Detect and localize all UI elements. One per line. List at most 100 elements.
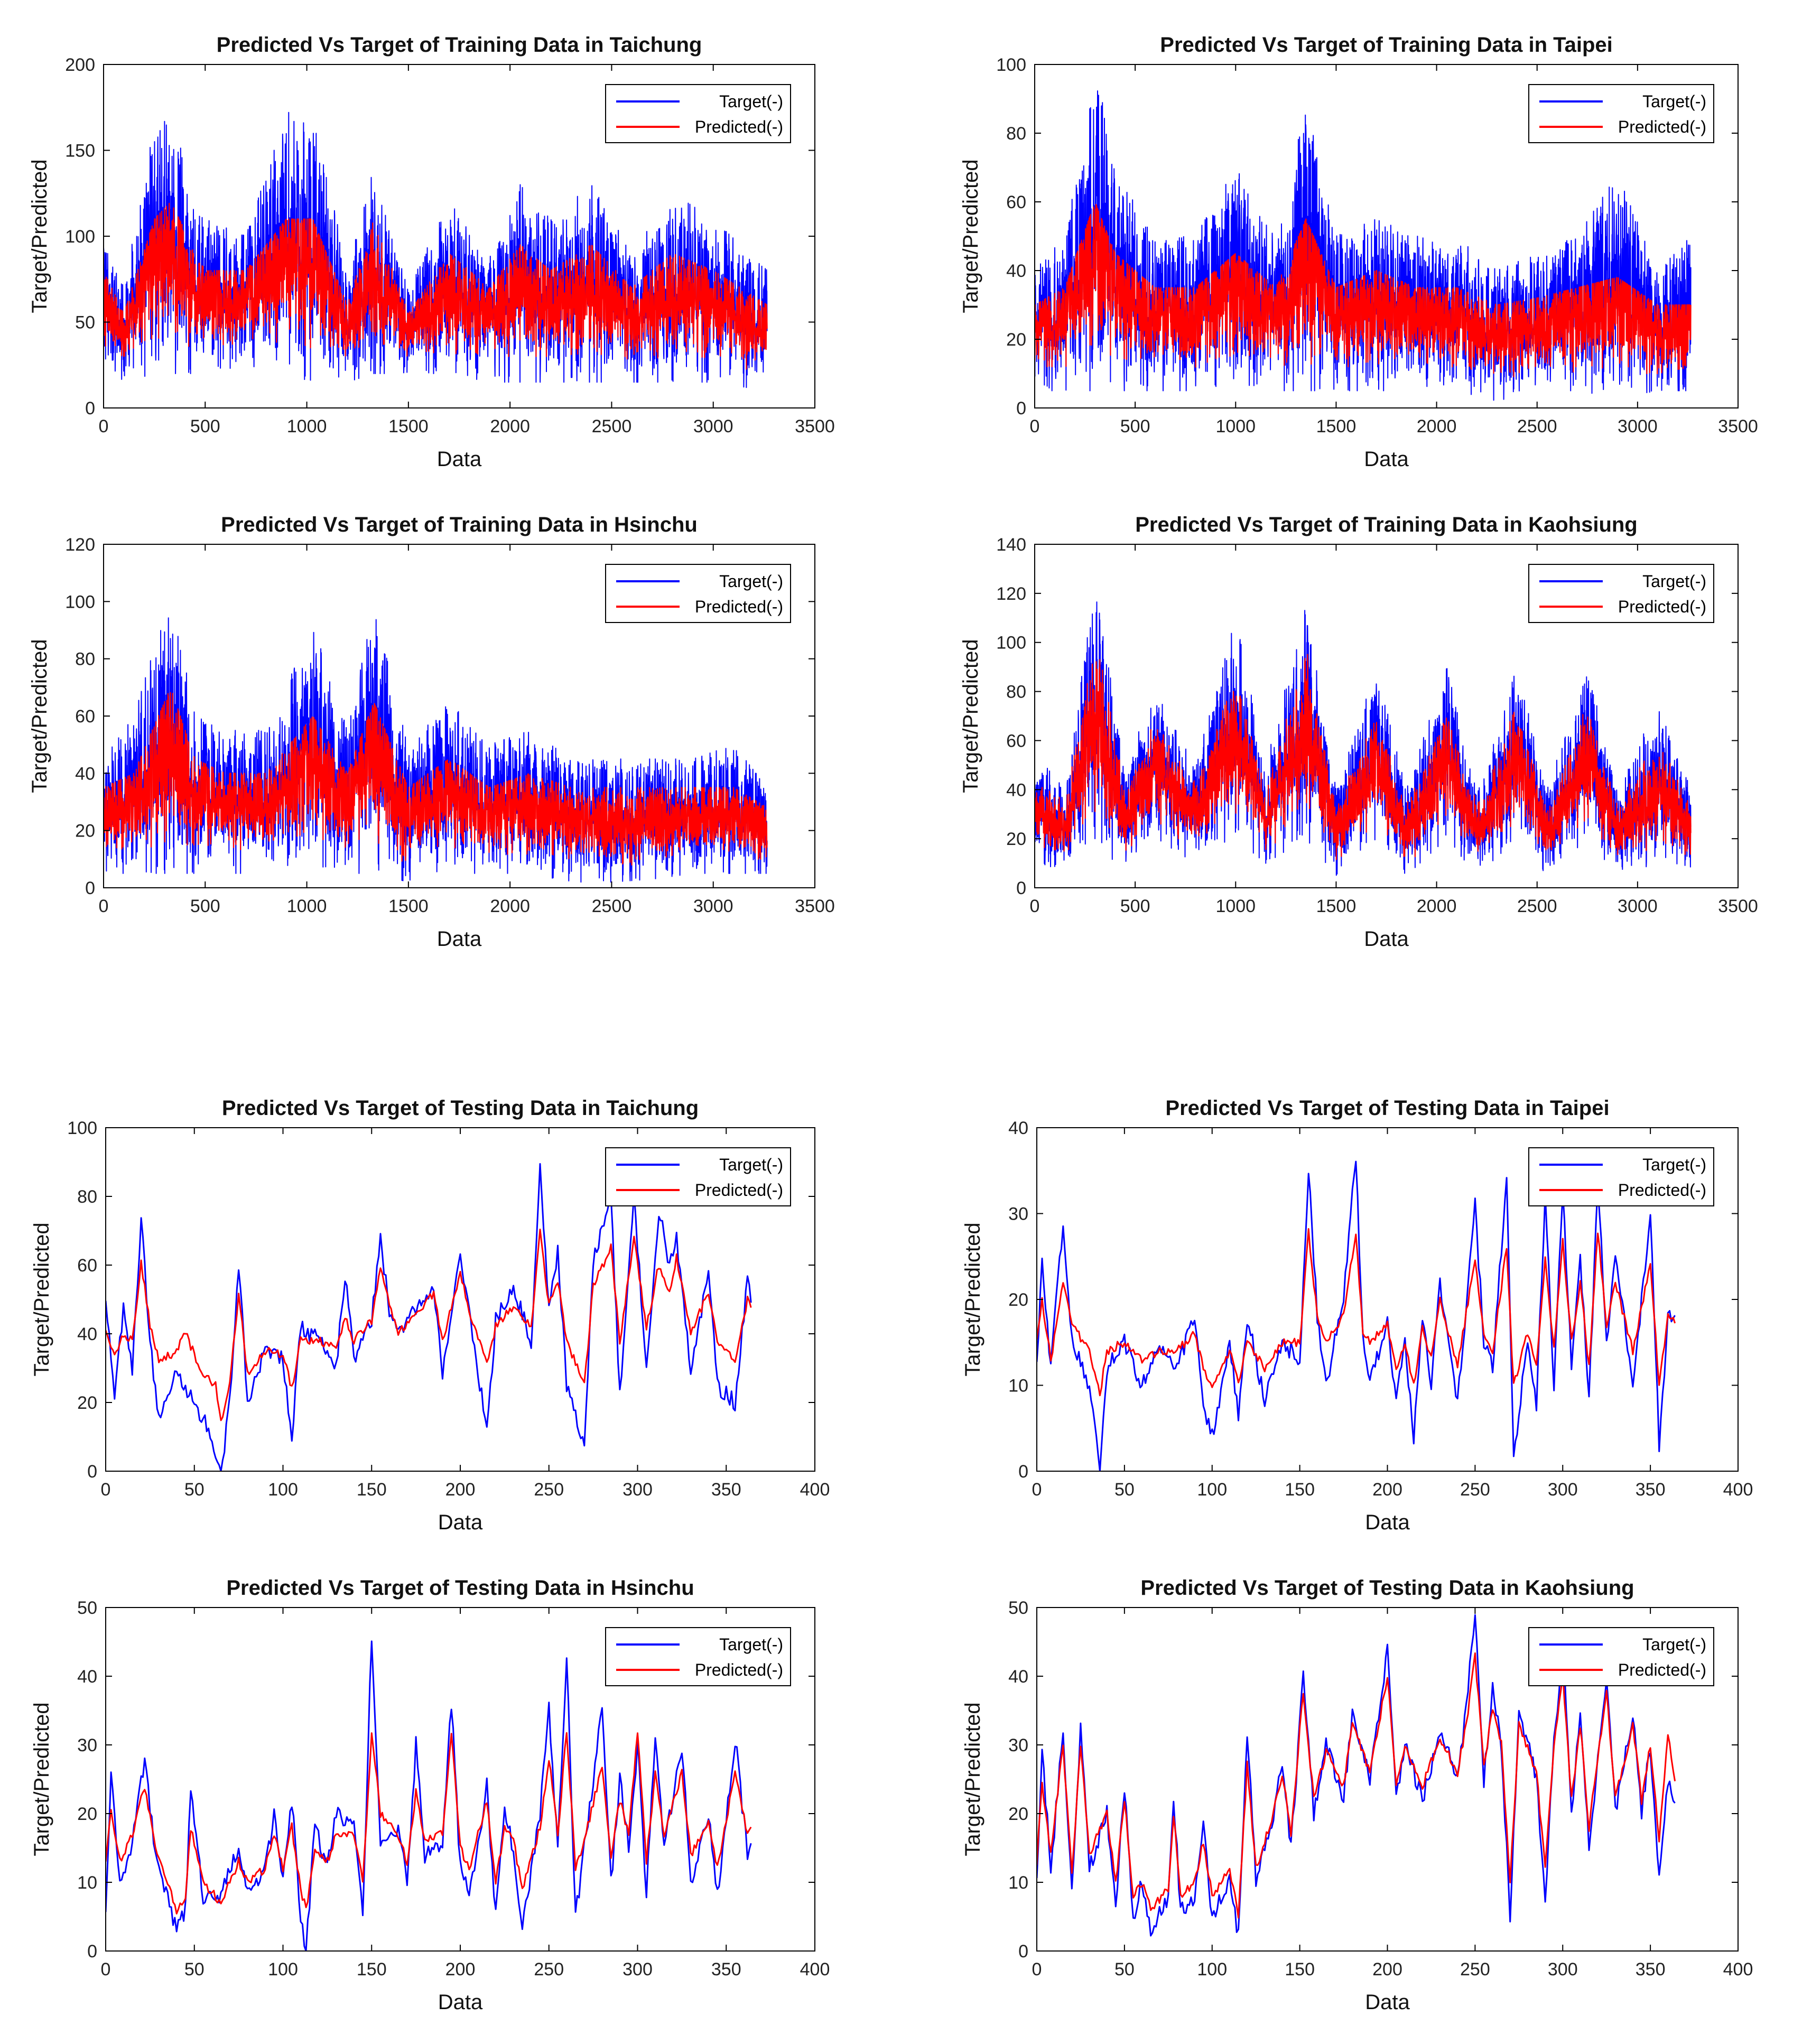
- x-tick-label: 2000: [1417, 416, 1457, 436]
- y-tick-label: 200: [65, 55, 95, 75]
- y-tick-label: 20: [1008, 1804, 1028, 1824]
- legend-predicted-label: Predicted(-): [695, 117, 783, 136]
- y-tick-label: 50: [75, 313, 95, 333]
- y-tick-label: 0: [87, 1462, 97, 1482]
- x-tick-label: 250: [534, 1959, 564, 1980]
- y-tick-label: 40: [1006, 261, 1026, 281]
- y-tick-label: 10: [1008, 1873, 1028, 1893]
- x-tick-label: 100: [1197, 1959, 1227, 1980]
- legend-box: [605, 1147, 791, 1206]
- y-tick-label: 40: [1008, 1118, 1028, 1138]
- chart-title: Predicted Vs Target of Testing Data in H…: [226, 1576, 694, 1600]
- y-tick-label: 0: [1016, 878, 1026, 898]
- legend-target-label: Target(-): [1642, 1635, 1706, 1654]
- y-tick-label: 30: [77, 1735, 97, 1755]
- legend: Target(-) Predicted(-): [1528, 1147, 1714, 1206]
- legend-box: [1528, 84, 1714, 143]
- x-tick-label: 300: [623, 1959, 653, 1980]
- y-tick-label: 50: [1008, 1598, 1028, 1618]
- x-tick-label: 3000: [1618, 896, 1658, 916]
- chart-title: Predicted Vs Target of Training Data in …: [217, 33, 702, 57]
- predicted-line: [106, 1229, 752, 1421]
- y-tick-label: 100: [67, 1118, 97, 1138]
- x-tick-label: 0: [101, 1480, 111, 1500]
- legend: Target(-) Predicted(-): [1528, 84, 1714, 143]
- y-tick-label: 120: [65, 535, 95, 555]
- x-axis-label: Data: [437, 927, 482, 951]
- legend-predicted-label: Predicted(-): [695, 597, 783, 616]
- y-tick-label: 100: [65, 227, 95, 247]
- legend: Target(-) Predicted(-): [605, 1147, 791, 1206]
- chart-5: 0 50 100 150 200 250 300 350 400 0 20 40 60 80 100 Pred…: [30, 1097, 830, 1534]
- x-tick-label: 150: [357, 1480, 387, 1500]
- legend: Target(-) Predicted(-): [1528, 1627, 1714, 1686]
- y-tick-label: 20: [77, 1804, 97, 1824]
- y-axis-label: Target/Predicted: [28, 639, 51, 793]
- y-axis-label: Target/Predicted: [961, 1222, 984, 1376]
- x-tick-label: 50: [1114, 1959, 1135, 1980]
- y-tick-label: 0: [1018, 1941, 1028, 1962]
- legend-box: [605, 1627, 791, 1686]
- x-tick-label: 1000: [287, 896, 327, 916]
- chart-title: Predicted Vs Target of Testing Data in K…: [1140, 1576, 1634, 1600]
- x-tick-label: 500: [1120, 896, 1150, 916]
- x-tick-label: 0: [101, 1959, 111, 1980]
- x-axis-label: Data: [1364, 927, 1409, 951]
- chart-8: 0 50 100 150 200 250 300 350 400 0 10 20 30 40 50 Predi…: [961, 1576, 1753, 2014]
- chart-title: Predicted Vs Target of Testing Data in T…: [222, 1097, 699, 1120]
- x-tick-label: 2500: [592, 896, 632, 916]
- chart-1: 0 500 1000 1500 2000 2500 3000 3500 0 50 100 150 200…: [28, 33, 835, 471]
- y-tick-label: 60: [1006, 731, 1026, 751]
- x-tick-label: 100: [268, 1480, 298, 1500]
- x-tick-label: 400: [1723, 1480, 1753, 1500]
- x-tick-label: 0: [1030, 896, 1040, 916]
- x-tick-label: 0: [1032, 1959, 1042, 1980]
- x-axis-label: Data: [1365, 1991, 1410, 2014]
- y-axis-label: Target/Predicted: [28, 159, 51, 313]
- y-tick-label: 60: [77, 1256, 97, 1276]
- y-tick-label: 100: [996, 55, 1026, 75]
- x-tick-label: 1500: [388, 416, 429, 436]
- y-tick-label: 100: [65, 592, 95, 612]
- x-tick-label: 200: [445, 1959, 476, 1980]
- x-tick-label: 50: [1114, 1480, 1135, 1500]
- x-axis-label: Data: [438, 1991, 483, 2014]
- x-tick-label: 2000: [490, 896, 530, 916]
- x-tick-label: 400: [800, 1959, 830, 1980]
- x-tick-label: 300: [1548, 1959, 1578, 1980]
- y-tick-label: 120: [996, 584, 1026, 604]
- x-tick-label: 3500: [795, 896, 835, 916]
- y-tick-label: 80: [1006, 682, 1026, 702]
- chart-4: 0 500 1000 1500 2000 2500 3000 3500 0 20 40 60 80 100…: [959, 513, 1758, 951]
- legend-predicted-label: Predicted(-): [1618, 1181, 1706, 1200]
- x-tick-label: 2500: [592, 416, 632, 436]
- y-tick-label: 40: [1006, 780, 1026, 800]
- y-tick-label: 0: [1016, 398, 1026, 419]
- legend: Target(-) Predicted(-): [605, 84, 791, 143]
- chart-title: Predicted Vs Target of Training Data in …: [221, 513, 698, 536]
- x-tick-label: 250: [534, 1480, 564, 1500]
- y-tick-label: 10: [77, 1873, 97, 1893]
- x-tick-label: 500: [1120, 416, 1150, 436]
- y-tick-label: 100: [996, 633, 1026, 653]
- x-axis-label: Data: [437, 448, 482, 471]
- predicted-line: [1037, 1228, 1676, 1397]
- y-tick-label: 10: [1008, 1376, 1028, 1396]
- x-tick-label: 2000: [1417, 896, 1457, 916]
- x-tick-label: 0: [99, 896, 109, 916]
- y-tick-label: 20: [77, 1393, 97, 1413]
- y-tick-label: 20: [75, 821, 95, 841]
- y-tick-label: 40: [1008, 1667, 1028, 1687]
- chart-2: 0 500 1000 1500 2000 2500 3000 3500 0 20 40 60 80 100…: [959, 33, 1758, 471]
- x-tick-label: 350: [1636, 1480, 1666, 1500]
- x-tick-label: 150: [1285, 1480, 1315, 1500]
- predicted-line: [104, 692, 768, 866]
- y-tick-label: 150: [65, 141, 95, 161]
- y-tick-label: 30: [1008, 1204, 1028, 1224]
- x-tick-label: 350: [711, 1959, 741, 1980]
- x-tick-label: 0: [99, 416, 109, 436]
- x-axis-label: Data: [438, 1511, 483, 1534]
- y-axis-label: Target/Predicted: [959, 639, 982, 793]
- x-tick-label: 200: [1372, 1480, 1402, 1500]
